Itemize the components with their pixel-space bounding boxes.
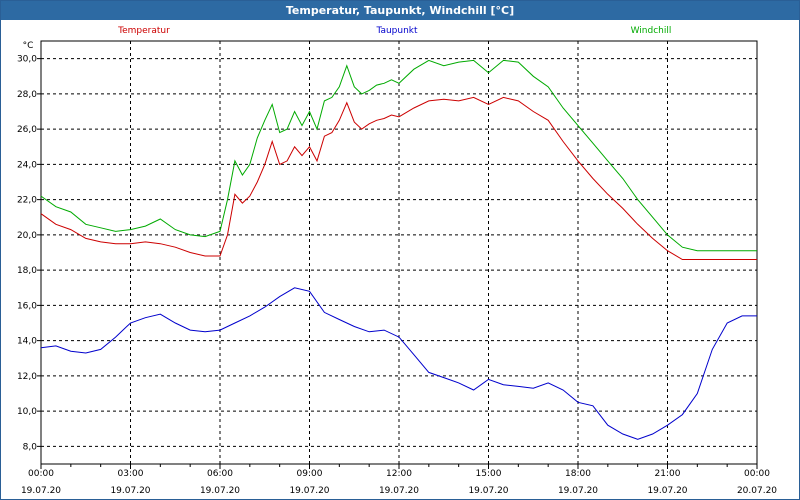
legend-label-taupunkt: Taupunkt: [375, 26, 418, 36]
x-tick-label-date: 19.07.20: [468, 486, 508, 496]
x-tick-label-date: 20.07.20: [737, 486, 777, 496]
y-tick-label: 30,0: [17, 55, 37, 65]
x-tick-label-date: 19.07.20: [289, 486, 329, 496]
grid: [40, 40, 758, 465]
series-line-windchill: [40, 59, 757, 252]
y-tick-label: 8,0: [23, 442, 38, 452]
x-tick-label-time: 06:00: [207, 469, 233, 479]
y-axis-label: °C: [23, 41, 34, 51]
y-tick-label: 14,0: [17, 337, 37, 347]
legend-label-temperatur: Temperatur: [117, 26, 170, 36]
x-tick-label-time: 03:00: [118, 469, 144, 479]
series-group: [40, 59, 757, 440]
legend-label-windchill: Windchill: [631, 26, 672, 36]
x-tick-label-time: 15:00: [476, 469, 502, 479]
y-tick-label: 12,0: [17, 372, 37, 382]
y-tick-label: 24,0: [17, 160, 37, 170]
y-tick-label: 28,0: [17, 90, 37, 100]
series-line-temperatur: [40, 96, 757, 260]
y-tick-label: 20,0: [17, 231, 37, 241]
axes: 8,0 10,0 12,0 14,0 16,0 18,0 20,0 22,0 24,0 26,0 2…: [17, 41, 777, 496]
window-title: Temperatur, Taupunkt, Windchill [°C]: [1, 1, 799, 20]
y-tick-label: 10,0: [17, 407, 37, 417]
x-tick-label-time: 09:00: [297, 469, 323, 479]
legend: Temperatur Taupunkt Windchill: [117, 26, 671, 36]
x-tick-label-time: 21:00: [655, 469, 681, 479]
x-tick-label-date: 19.07.20: [647, 486, 687, 496]
x-tick-label-date: 19.07.20: [379, 486, 419, 496]
y-tick-label: 18,0: [17, 266, 37, 276]
x-tick-label-date: 19.07.20: [558, 486, 598, 496]
x-tick-label-date: 19.07.20: [21, 486, 61, 496]
x-tick-label-time: 00:00: [744, 469, 770, 479]
x-tick-label-time: 18:00: [565, 469, 591, 479]
y-tick-label: 16,0: [17, 301, 37, 311]
series-line-taupunkt: [40, 287, 757, 440]
x-tick-label-date: 19.07.20: [200, 486, 240, 496]
chart-canvas: 8,0 10,0 12,0 14,0 16,0 18,0 20,0 22,0 24,0 26,0 2…: [17, 26, 777, 496]
y-tick-label: 26,0: [17, 125, 37, 135]
x-tick-label-date: 19.07.20: [110, 486, 150, 496]
x-tick-label-time: 12:00: [386, 469, 412, 479]
y-tick-label: 22,0: [17, 196, 37, 206]
x-tick-label-time: 00:00: [28, 469, 54, 479]
